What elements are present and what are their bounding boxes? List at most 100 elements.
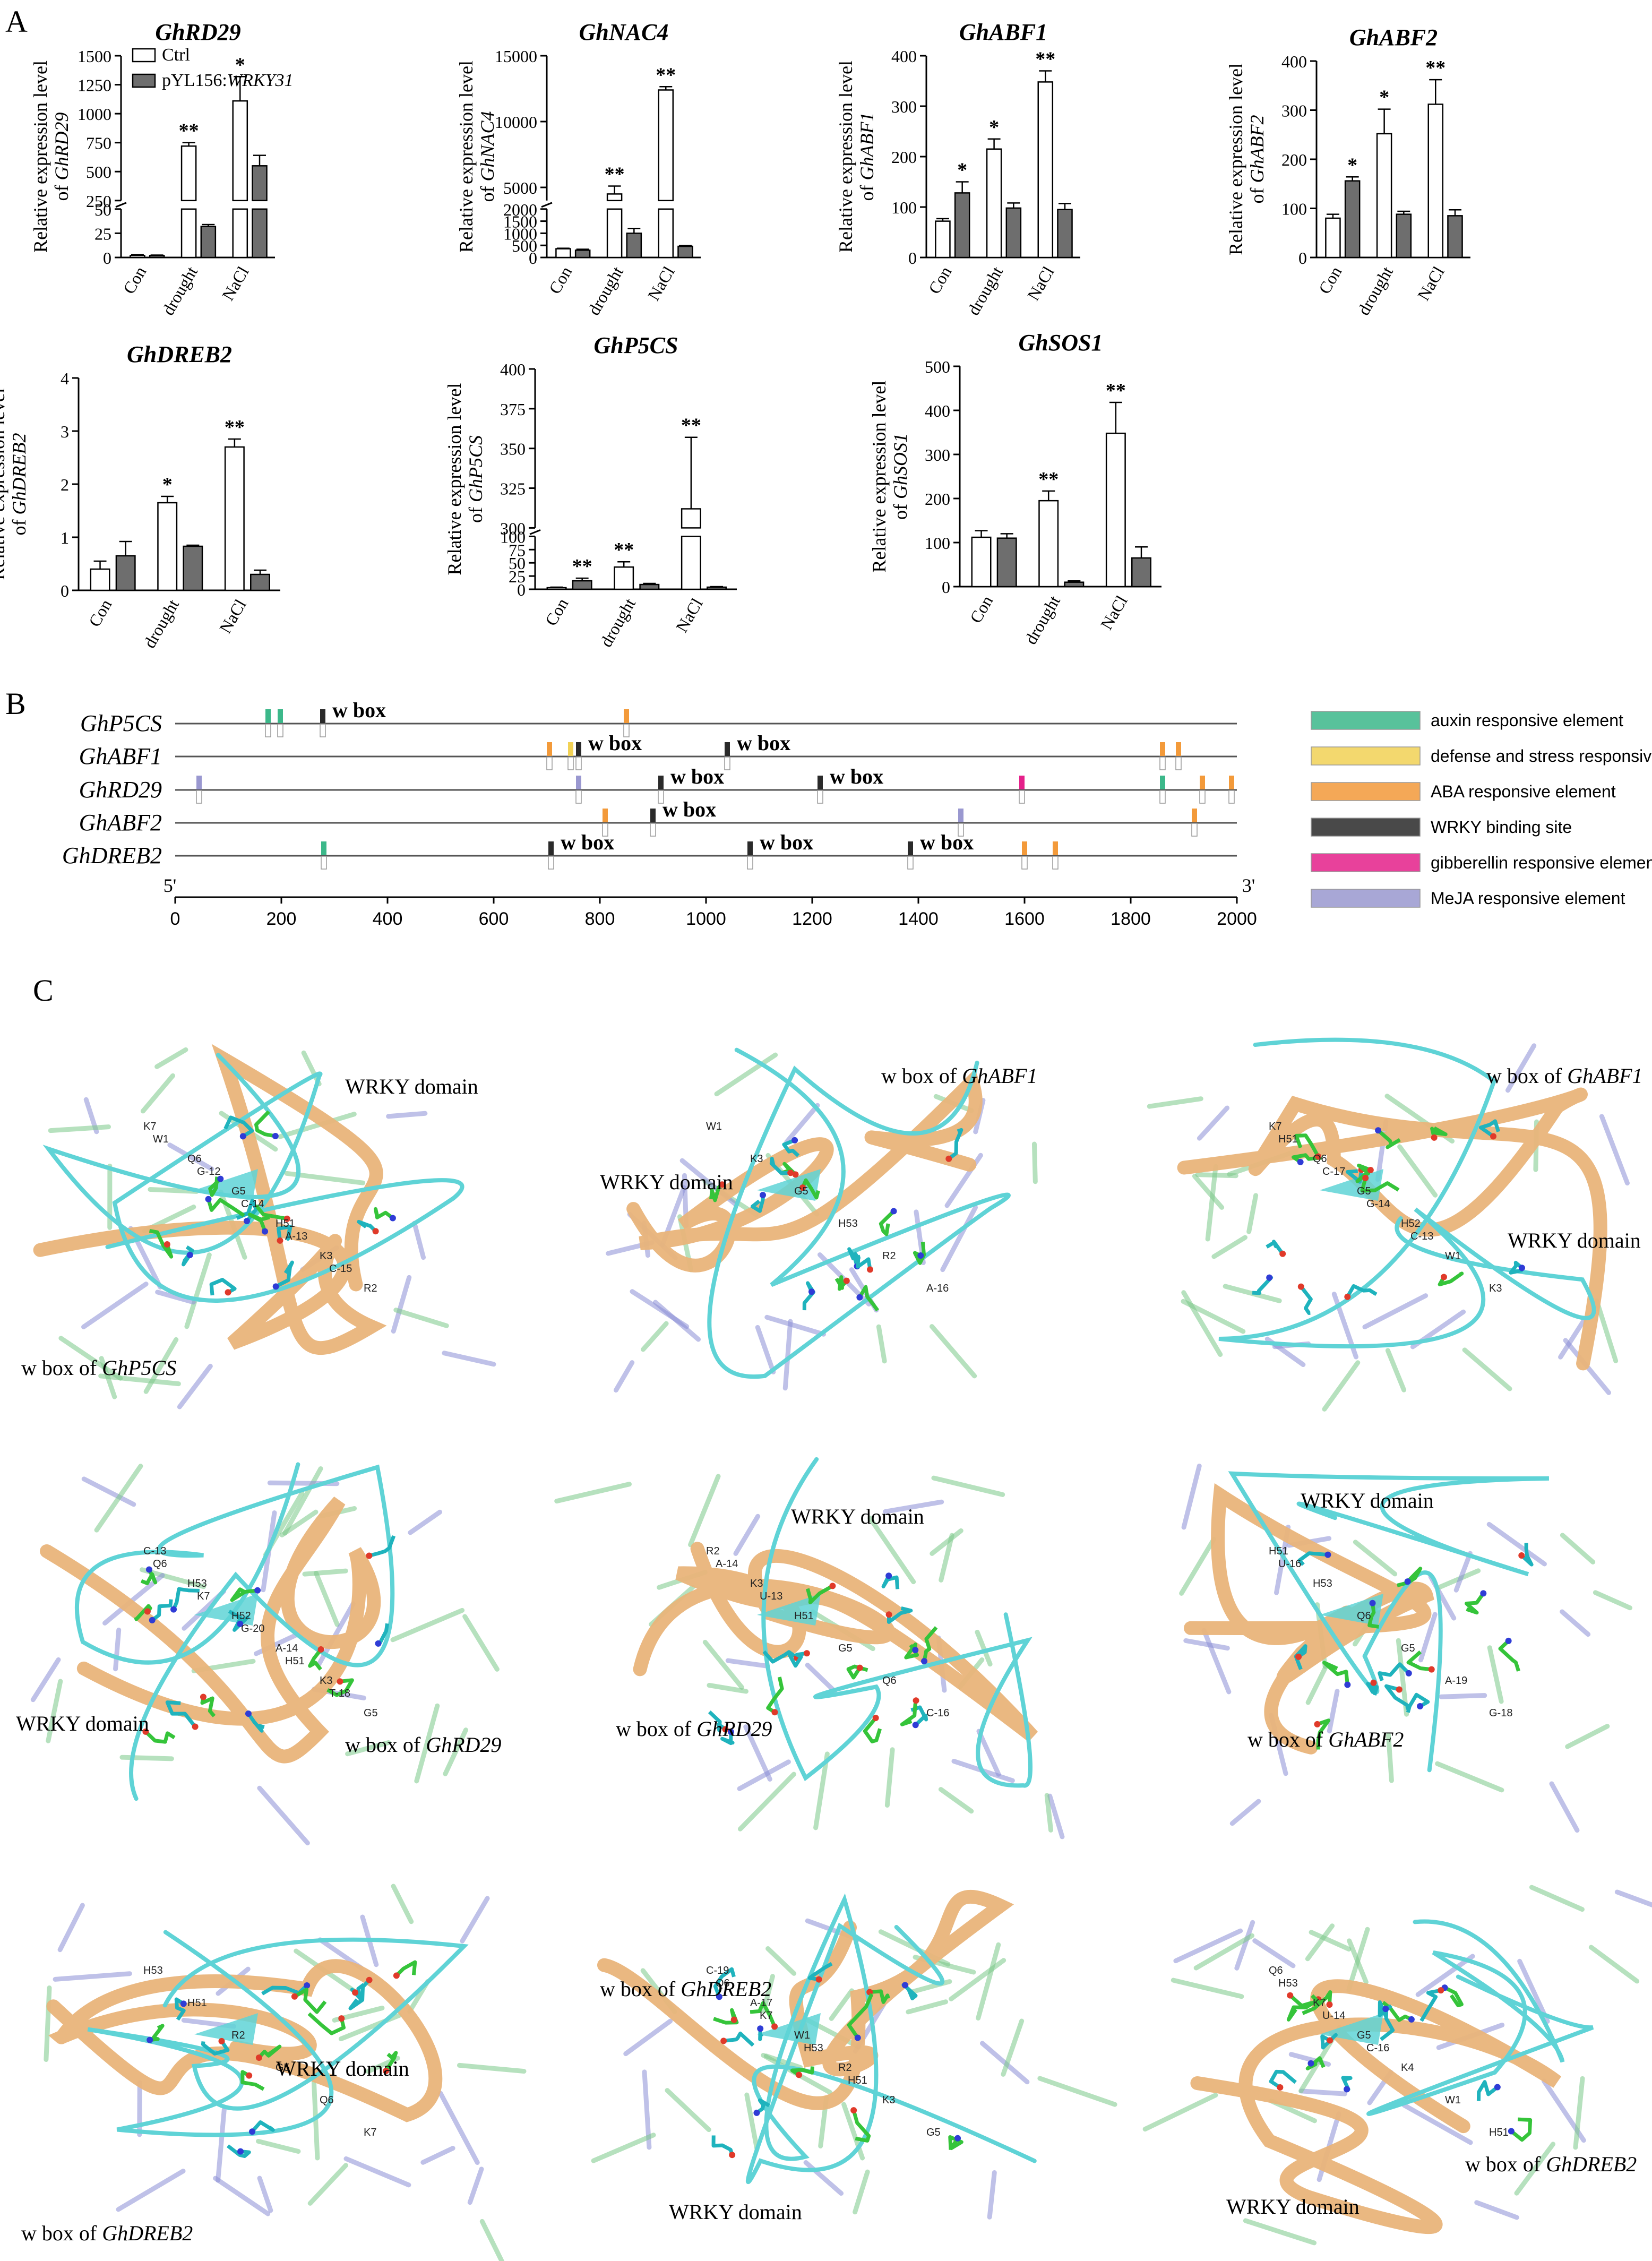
atom [317, 1646, 324, 1653]
base-pair-stick [623, 2018, 673, 2057]
chart-title: GhNAC4 [579, 19, 669, 45]
y-tick-label: 375 [500, 400, 526, 419]
base-pair-stick [442, 1351, 496, 1367]
wbox-of-label: w box of GhP5CS [21, 1356, 176, 1380]
base-pair-stick [688, 1474, 721, 1548]
y-tick-label: 350 [500, 440, 526, 459]
base-pair-stick [408, 1509, 443, 1535]
bar [658, 208, 674, 259]
bar [1131, 557, 1151, 588]
element-mark-shadow [1159, 790, 1166, 804]
structure-panel-2: W1 K3 G5 H53 R2 A-16 WRKY domain w box of GhABF… [600, 1047, 1038, 1393]
base-pair-stick [177, 1363, 213, 1409]
stick-model [209, 1278, 237, 1296]
bar [224, 446, 245, 591]
atom [1480, 1590, 1487, 1597]
base-pair-stick [1173, 1928, 1243, 1964]
atom [372, 1228, 379, 1235]
bar [626, 233, 642, 259]
base-pair-stick [391, 1884, 414, 1924]
stick-model [151, 1599, 173, 1622]
base-pair-stick [213, 2176, 271, 2216]
y-tick-label: 200 [1281, 150, 1307, 169]
y-axis-label: Relative expression levelof GhABF1 [835, 61, 877, 253]
element-mark-wrky [818, 776, 823, 789]
significance-mark: ** [179, 120, 199, 142]
y-tick-label: 300 [500, 519, 526, 538]
stick-model [1302, 1990, 1332, 2015]
base-pair-stick [102, 1573, 165, 1626]
atom [954, 2135, 961, 2142]
base-pair-stick [390, 1607, 465, 1643]
atom [1327, 2037, 1333, 2044]
stick-model [348, 1979, 371, 2010]
residue-label: U-16 [1278, 1558, 1301, 1570]
base-pair-stick [782, 1319, 793, 1391]
atom [866, 1989, 873, 1996]
base-pair-stick [1386, 1732, 1394, 1783]
atom [262, 1228, 269, 1235]
base-pair-stick [116, 2169, 186, 2212]
residue-label: K7 [760, 2010, 772, 2022]
element-mark-shadow [1019, 790, 1025, 804]
y-tick-label: 100 [1281, 200, 1307, 219]
significance-mark: ** [225, 416, 245, 439]
base-pair-stick [1486, 1521, 1547, 1567]
base-pair-stick [1558, 1318, 1587, 1360]
atom [1266, 1274, 1273, 1281]
stick-model [1465, 1592, 1485, 1615]
x-tick-label: NaCl [1023, 263, 1058, 304]
residue-label: C-16 [926, 1707, 949, 1719]
wrky-domain-label: WRKY domain [600, 1170, 733, 1194]
residue-label: K7 [1269, 1121, 1281, 1132]
residue-label: G5 [926, 2127, 941, 2138]
atom [1438, 1987, 1444, 1994]
residue-label: G-18 [1489, 1707, 1512, 1719]
y-tick-label: 0 [908, 248, 917, 268]
base-pair-stick [1171, 1978, 1244, 1999]
residue-label: A-14 [716, 1558, 738, 1570]
atom [1518, 1265, 1525, 1271]
five-prime-label: 5' [164, 875, 177, 896]
atom [912, 1722, 919, 1729]
base-pair-stick [853, 2169, 870, 2215]
promoter-gene-label: GhABF2 [79, 810, 162, 836]
stick-model [851, 2110, 871, 2143]
y-tick-label: 100 [500, 527, 526, 546]
atom [1382, 2006, 1389, 2013]
stick-model [307, 2012, 346, 2035]
base-pair-stick [1435, 1761, 1504, 1793]
y-tick-label: 500 [512, 236, 537, 255]
structure-panel-9: Q6 K7 G5 K4 W1 H51 H53 U-14 C-16 WRKY domain w box… [1142, 1885, 1652, 2246]
x-tick-label: Con [545, 263, 576, 297]
bar [130, 255, 145, 259]
residue-label: H53 [804, 2042, 823, 2054]
beta-sheet-arrow [757, 1594, 821, 1626]
atom [1324, 1551, 1331, 1558]
protein-ribbon [745, 1893, 1037, 2185]
element-mark-shadow [623, 724, 630, 737]
base-pair-stick [343, 2156, 411, 2188]
base-pair-stick [1299, 2088, 1347, 2096]
significance-mark: ** [1035, 48, 1055, 71]
y-tick-label: 75 [509, 540, 526, 560]
stick-model [910, 1705, 928, 1726]
base-pair-stick [1322, 1360, 1361, 1412]
base-pair-stick [1305, 1663, 1329, 1705]
bar [1376, 133, 1392, 259]
base-pair-stick [743, 1724, 772, 1782]
base-pair-stick [714, 1052, 778, 1097]
bar [606, 193, 623, 202]
atom [383, 2068, 390, 2075]
element-mark-shadow [958, 823, 964, 837]
stick-model [149, 1229, 174, 1259]
base-pair-stick [256, 2138, 301, 2154]
wbox-of-label: w box of GhDREB2 [1465, 2152, 1637, 2176]
atom [716, 1993, 722, 2000]
bar [614, 566, 634, 590]
stick-model [713, 1967, 736, 1998]
base-pair-stick [931, 1475, 1005, 1497]
residue-label: K7 [1313, 1997, 1326, 2009]
base-pair-stick [167, 1142, 214, 1172]
atom [720, 2038, 727, 2044]
